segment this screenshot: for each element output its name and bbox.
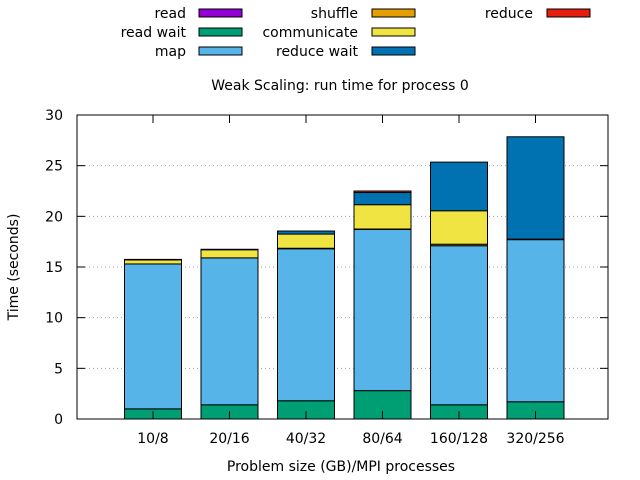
- bar-segment-reduce-wait-20-16: [200, 248, 259, 251]
- legend: read read wait map shuffle communicate reduce…: [121, 6, 591, 60]
- x-tick-label: 10/8: [137, 431, 168, 447]
- x-tick-label: 20/16: [209, 431, 249, 447]
- bar-segment-reduce-wait-80-64: [353, 192, 412, 206]
- legend-label-reduce: reduce: [485, 6, 533, 22]
- legend-swatch-reduce: [546, 8, 591, 18]
- bar-segment-reduce-wait-320-256: [506, 136, 565, 240]
- bar-segment-communicate-160-128: [430, 210, 488, 245]
- bar-segment-map-320-256: [506, 239, 565, 403]
- legend-swatch-communicate: [371, 27, 416, 37]
- bar-segment-reduce-wait-40-32: [277, 230, 335, 235]
- chart-title: Weak Scaling: run time for process 0: [211, 78, 469, 94]
- legend-swatch-read-wait: [198, 27, 243, 37]
- legend-swatch-map: [198, 46, 243, 56]
- legend-label-shuffle: shuffle: [311, 6, 358, 22]
- plot-frame: [76, 114, 609, 420]
- legend-label-reduce-wait: reduce wait: [276, 44, 359, 60]
- bar-segment-communicate-20-16: [200, 249, 259, 259]
- y-tick-label: 15: [45, 260, 63, 276]
- bar-segment-map-40-32: [277, 248, 335, 402]
- bar-segment-map-80-64: [353, 229, 412, 392]
- bar-segment-communicate-80-64: [353, 204, 412, 230]
- legend-label-communicate: communicate: [262, 25, 358, 41]
- x-tick-label: 160/128: [430, 431, 488, 447]
- x-tick-label: 80/64: [362, 431, 402, 447]
- legend-label-read: read: [154, 6, 186, 22]
- bar-segment-reduce-wait-160-128: [430, 161, 488, 212]
- bar-segment-map-10-8: [124, 263, 182, 410]
- y-tick-label: 25: [45, 159, 63, 175]
- y-tick-label: 5: [54, 361, 63, 377]
- legend-label-read-wait: read wait: [121, 25, 187, 41]
- y-tick-label: 0: [54, 412, 63, 428]
- legend-swatch-reduce-wait: [371, 46, 416, 56]
- y-tick-label: 30: [45, 108, 63, 124]
- legend-label-map: map: [155, 44, 186, 60]
- axes: 0 5 10 15 20 25 30 10/8 20/16 40/32 80/64 160/128 32…: [45, 108, 609, 447]
- y-tick-label: 10: [45, 311, 63, 327]
- legend-swatch-read: [198, 8, 243, 18]
- x-tick-label: 320/256: [506, 431, 564, 447]
- bar-segment-communicate-40-32: [277, 233, 335, 249]
- bar-segment-reduce-80-64: [353, 190, 412, 194]
- bar-segment-map-160-128: [430, 245, 488, 406]
- bars: [124, 136, 565, 420]
- x-axis-label: Problem size (GB)/MPI processes: [227, 459, 455, 475]
- legend-swatch-shuffle: [371, 8, 416, 18]
- bar-segment-communicate-10-8: [124, 259, 182, 265]
- y-axis-label: Time (seconds): [6, 214, 22, 322]
- y-tick-label: 20: [45, 209, 63, 225]
- bar-segment-map-20-16: [200, 257, 259, 406]
- x-tick-label: 40/32: [286, 431, 326, 447]
- bar-segment-reduce-wait-10-8: [124, 258, 182, 261]
